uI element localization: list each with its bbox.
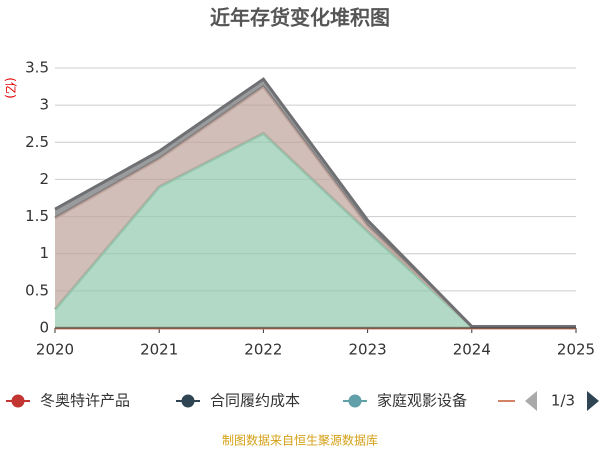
area	[55, 133, 576, 328]
legend: 冬奥特许产品 合同履约成本 家庭观影设备	[6, 392, 515, 410]
footer: 制图数据来自恒生聚源数据库	[222, 433, 378, 448]
chart-title: 近年存货变化堆积图	[210, 6, 390, 30]
x-tick-label: 2023	[349, 341, 387, 359]
legend-icon	[11, 394, 25, 408]
legend-prev[interactable]	[525, 391, 537, 411]
y-tick-label: 0	[39, 319, 49, 337]
x-tick-label: 2021	[140, 341, 178, 359]
series-line	[54, 77, 576, 329]
y-unit: (亿)	[4, 77, 19, 98]
y-tick-label: 0.5	[25, 281, 49, 299]
x-tick-label: 2025	[557, 341, 595, 359]
legend-label: 合同履约成本	[210, 392, 300, 410]
y-tick-label: 1.5	[25, 207, 49, 225]
legend-label: 家庭观影设备	[377, 392, 467, 410]
y-tick-label: 3.5	[25, 59, 49, 77]
y-tick-label: 1	[39, 244, 49, 262]
area	[55, 86, 576, 327]
legend-label: 冬奥特许产品	[40, 392, 130, 410]
x-tick-label: 2020	[36, 341, 74, 359]
legend-icon	[181, 394, 195, 408]
y-tick-label: 2.5	[25, 133, 49, 151]
y-tick-label: 2	[39, 170, 49, 188]
x-tick-label: 2022	[244, 341, 282, 359]
legend-page: 1/3	[551, 392, 575, 410]
x-tick-label: 2024	[453, 341, 491, 359]
y-tick-label: 3	[39, 96, 49, 114]
legend-next[interactable]	[587, 391, 599, 411]
legend-icon	[348, 394, 362, 408]
